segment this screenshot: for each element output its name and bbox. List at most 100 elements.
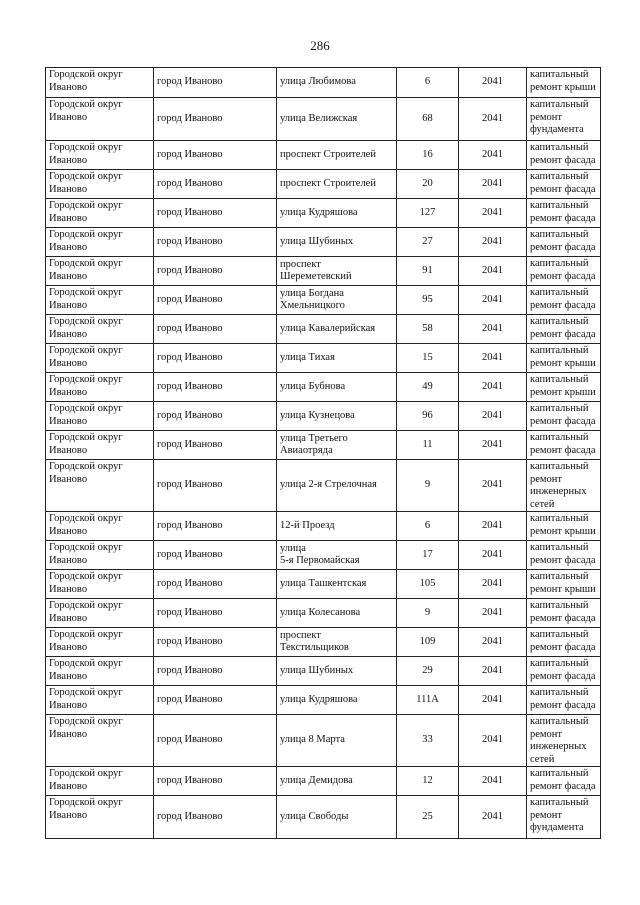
cell-work: капитальный ремонт фасада [526, 169, 601, 199]
cell-house: 127 [396, 198, 459, 228]
cell-street: улица Кузнецова [276, 401, 397, 431]
cell-okrug: Городской округ Иваново [45, 656, 154, 686]
cell-year: 2041 [458, 540, 527, 570]
cell-house: 96 [396, 401, 459, 431]
cell-year: 2041 [458, 343, 527, 373]
cell-city: город Иваново [153, 627, 277, 657]
cell-okrug: Городской округ Иваново [45, 343, 154, 373]
cell-city: город Иваново [153, 343, 277, 373]
cell-okrug: Городской округ Иваново [45, 598, 154, 628]
cell-street: улица Свободы [276, 795, 397, 839]
cell-city: город Иваново [153, 285, 277, 315]
cell-street: улица 8 Марта [276, 714, 397, 767]
cell-house: 12 [396, 766, 459, 796]
cell-okrug: Городской округ Иваново [45, 169, 154, 199]
cell-city: город Иваново [153, 795, 277, 839]
cell-year: 2041 [458, 285, 527, 315]
cell-city: город Иваново [153, 372, 277, 402]
cell-house: 111А [396, 685, 459, 715]
table-row: Городской округ Иваново город Иваново улиц… [45, 372, 601, 402]
cell-city: город Иваново [153, 656, 277, 686]
cell-city: город Иваново [153, 685, 277, 715]
cell-okrug: Городской округ Иваново [45, 256, 154, 286]
cell-okrug: Городской округ Иваново [45, 97, 154, 141]
cell-work: капитальный ремонт крыши [526, 343, 601, 373]
cell-year: 2041 [458, 227, 527, 257]
cell-work: капитальный ремонт крыши [526, 511, 601, 541]
cell-year: 2041 [458, 569, 527, 599]
cell-street: 12-й Проезд [276, 511, 397, 541]
cell-okrug: Городской округ Иваново [45, 511, 154, 541]
cell-house: 105 [396, 569, 459, 599]
cell-house: 16 [396, 140, 459, 170]
table-row: Городской округ Иваново город Иваново прос… [45, 627, 601, 657]
table-row: Городской округ Иваново город Иваново улиц… [45, 795, 601, 839]
table-row: Городской округ Иваново город Иваново улиц… [45, 67, 601, 98]
cell-work: капитальный ремонт фасада [526, 401, 601, 431]
cell-city: город Иваново [153, 511, 277, 541]
cell-city: город Иваново [153, 314, 277, 344]
cell-work: капитальный ремонт фасада [526, 314, 601, 344]
table-row: Городской округ Иваново город Иваново улиц… [45, 343, 601, 373]
cell-house: 68 [396, 97, 459, 141]
cell-street: проспект Строителей [276, 169, 397, 199]
table-row: Городской округ Иваново город Иваново улиц… [45, 598, 601, 628]
cell-year: 2041 [458, 656, 527, 686]
cell-street: улица Богдана Хмельницкого [276, 285, 397, 315]
cell-year: 2041 [458, 256, 527, 286]
cell-work: капитальный ремонт фасада [526, 256, 601, 286]
cell-house: 29 [396, 656, 459, 686]
cell-city: город Иваново [153, 67, 277, 98]
cell-street: проспект Текстильщиков [276, 627, 397, 657]
cell-house: 15 [396, 343, 459, 373]
cell-house: 9 [396, 459, 459, 512]
cell-okrug: Городской округ Иваново [45, 459, 154, 512]
cell-house: 49 [396, 372, 459, 402]
cell-year: 2041 [458, 685, 527, 715]
cell-city: город Иваново [153, 540, 277, 570]
cell-house: 25 [396, 795, 459, 839]
cell-work: капитальный ремонт фундамента [526, 97, 601, 141]
cell-city: город Иваново [153, 598, 277, 628]
cell-okrug: Городской округ Иваново [45, 67, 154, 98]
cell-city: город Иваново [153, 256, 277, 286]
cell-okrug: Городской округ Иваново [45, 285, 154, 315]
cell-street: улица Шубиных [276, 656, 397, 686]
cell-year: 2041 [458, 430, 527, 460]
table-row: Городской округ Иваново город Иваново улиц… [45, 198, 601, 228]
cell-city: город Иваново [153, 227, 277, 257]
cell-year: 2041 [458, 511, 527, 541]
cell-work: капитальный ремонт фасада [526, 198, 601, 228]
cell-city: город Иваново [153, 569, 277, 599]
cell-year: 2041 [458, 314, 527, 344]
cell-street: улица Демидова [276, 766, 397, 796]
cell-house: 6 [396, 511, 459, 541]
cell-work: капитальный ремонт фасада [526, 540, 601, 570]
cell-work: капитальный ремонт фасада [526, 627, 601, 657]
page-number: 286 [310, 38, 330, 53]
cell-work: капитальный ремонт фасада [526, 140, 601, 170]
cell-street: улица Кавалерийская [276, 314, 397, 344]
table-row: Городской округ Иваново город Иваново улиц… [45, 685, 601, 715]
cell-city: город Иваново [153, 459, 277, 512]
cell-street: проспект Строителей [276, 140, 397, 170]
cell-work: капитальный ремонт инженерных сетей [526, 714, 601, 767]
cell-okrug: Городской округ Иваново [45, 372, 154, 402]
table-row: Городской округ Иваново город Иваново улиц… [45, 714, 601, 767]
cell-okrug: Городской округ Иваново [45, 714, 154, 767]
table-row: Городской округ Иваново город Иваново 12-й… [45, 511, 601, 541]
table-row: Городской округ Иваново город Иваново прос… [45, 140, 601, 170]
cell-street: улица Ташкентская [276, 569, 397, 599]
cell-city: город Иваново [153, 401, 277, 431]
cell-year: 2041 [458, 140, 527, 170]
cell-house: 20 [396, 169, 459, 199]
cell-street: улица Тихая [276, 343, 397, 373]
cell-city: город Иваново [153, 198, 277, 228]
cell-house: 27 [396, 227, 459, 257]
table-row: Городской округ Иваново город Иваново улиц… [45, 227, 601, 257]
cell-city: город Иваново [153, 140, 277, 170]
cell-street: улица Колесанова [276, 598, 397, 628]
cell-okrug: Городской округ Иваново [45, 430, 154, 460]
cell-street: улица Шубиных [276, 227, 397, 257]
cell-year: 2041 [458, 169, 527, 199]
